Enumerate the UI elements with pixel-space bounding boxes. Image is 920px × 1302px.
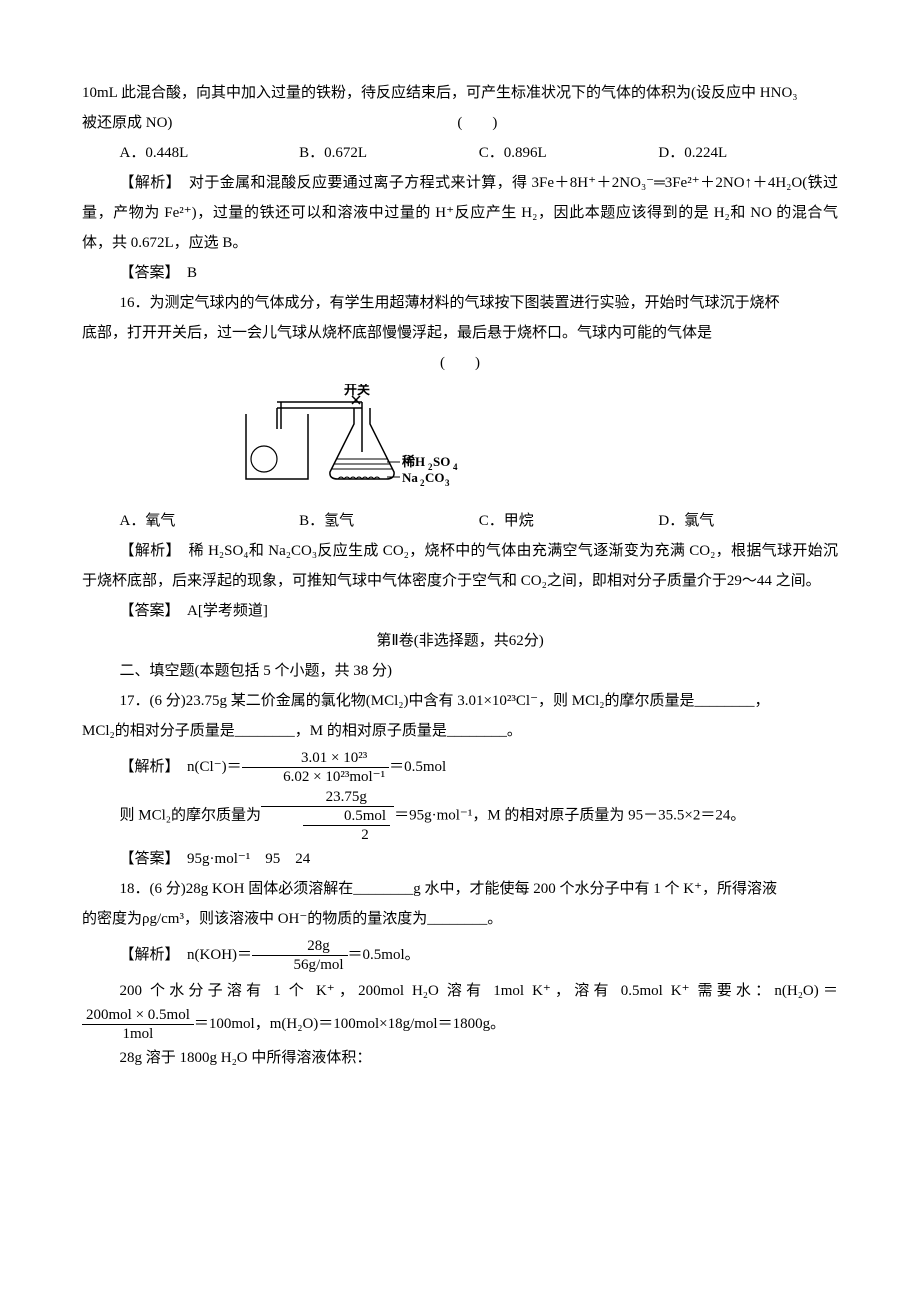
q17-analysis-2: 则 MCl₂的摩尔质量为23.75g0.5mol2＝95g·mol⁻¹，M 的相… [82,788,838,844]
apparatus-diagram: 开关 稀H 2 SO 4 Na 2 CO 3 [232,384,462,489]
q16-answer: 【答案】 A[学考频道] [82,596,838,626]
q16-line1: 16．为测定气球内的气体成分，有学生用超薄材料的气球按下图装置进行实验，开始时气… [82,288,838,318]
q15-option-c: C．0.896L [479,138,659,168]
q18-text2: 的密度为ρg/cm³，则该溶液中 OH⁻的物质的量浓度为________。 [82,904,838,934]
q18-analysis-2a: 200 个水分子溶有 1 个 K⁺，200mol H₂O 溶有 1mol K⁺，… [82,976,838,1006]
q18-analysis-2b: 200mol × 0.5mol1mol＝100mol，m(H₂O)＝100mol… [82,1006,838,1043]
q15-analysis: 【解析】 对于金属和混酸反应要通过离子方程式来计算，得 3Fe＋8H⁺＋2NO₃… [82,168,838,258]
q16-option-b: B．氢气 [299,506,479,536]
svg-text:SO: SO [433,454,450,469]
q16-option-c: C．甲烷 [479,506,659,536]
switch-label: 开关 [344,384,370,397]
q15-option-b: B．0.672L [299,138,479,168]
q16-analysis: 【解析】 稀 H₂SO₄和 Na₂CO₃反应生成 CO₂，烧杯中的气体由充满空气… [82,536,838,596]
q18-text: 18．(6 分)28g KOH 固体必须溶解在________g 水中，才能使每… [82,874,838,904]
q16-diagram: 开关 稀H 2 SO 4 Na 2 CO 3 [232,384,838,500]
svg-text:Na: Na [402,470,418,485]
q16-options: A．氧气 B．氢气 C．甲烷 D．氯气 [82,506,838,536]
q15-text-line2: 被还原成 NO)( ) [82,108,838,138]
q16-option-d: D．氯气 [658,506,838,536]
section2-title: 第Ⅱ卷(非选择题，共62分) [82,626,838,656]
q15-answer: 【答案】 B [82,258,838,288]
section2-sub: 二、填空题(本题包括 5 个小题，共 38 分) [82,656,838,686]
q17-analysis-1: 【解析】 n(Cl⁻)＝3.01 × 10²³6.02 × 10²³mol⁻¹＝… [82,746,838,788]
q17-answer: 【答案】 95g·mol⁻¹ 95 24 [82,844,838,874]
q18-analysis-1: 【解析】 n(KOH)＝28g56g/mol＝0.5mol。 [82,934,838,976]
q15-text-line1: 10mL 此混合酸，向其中加入过量的铁粉，待反应结束后，可产生标准状况下的气体的… [82,78,838,108]
q18-analysis-3: 28g 溶于 1800g H₂O 中所得溶液体积： [82,1043,838,1073]
q17-text2: MCl₂的相对分子质量是________，M 的相对原子质量是________。 [82,716,838,746]
svg-text:稀H: 稀H [402,454,425,469]
q17-text: 17．(6 分)23.75g 某二价金属的氯化物(MCl₂)中含有 3.01×1… [82,686,838,716]
q16-blank-choice: ( ) [82,348,838,378]
svg-text:4: 4 [453,462,458,472]
q15-option-a: A．0.448L [120,138,300,168]
q16-option-a: A．氧气 [120,506,300,536]
q15-options: A．0.448L B．0.672L C．0.896L D．0.224L [82,138,838,168]
svg-text:CO: CO [425,470,445,485]
q15-option-d: D．0.224L [658,138,838,168]
svg-text:3: 3 [445,478,450,488]
q16-line2: 底部，打开开关后，过一会儿气球从烧杯底部慢慢浮起，最后悬于烧杯口。气球内可能的气… [82,318,838,348]
